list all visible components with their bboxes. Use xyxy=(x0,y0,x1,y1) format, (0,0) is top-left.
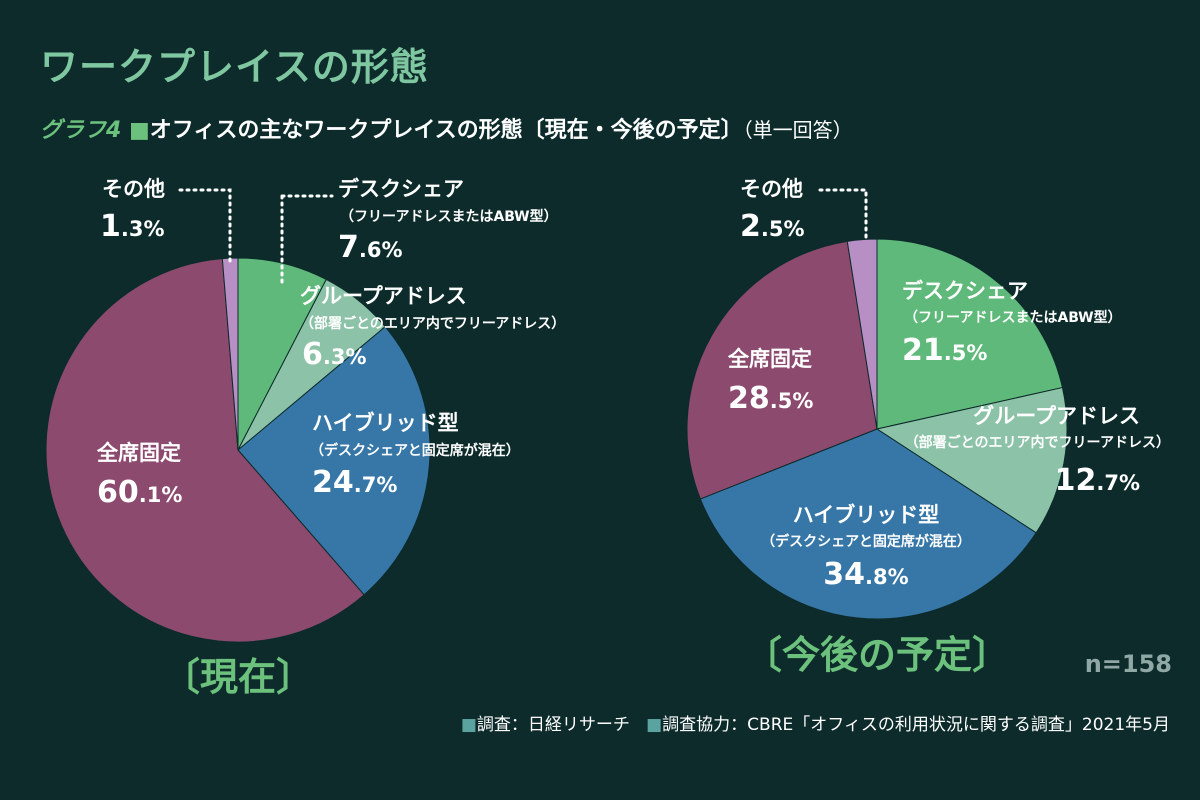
footer-square-icon: ■ xyxy=(460,715,477,735)
slice-hybrid xyxy=(237,325,431,596)
slice-name-label: 全席固定 xyxy=(727,347,812,371)
slice-value-label: 60.1% xyxy=(97,475,182,510)
slice-sub-label: （デスクシェアと固定席が混在） xyxy=(761,533,971,550)
pie-title: 〔現在〕 xyxy=(162,655,314,699)
slice-sub-label: （部署ごとのエリア内でフリーアドレス） xyxy=(300,315,565,332)
slice-sub-label: （フリーアドレスまたはABW型） xyxy=(340,208,558,225)
slice-value-label: 24.7% xyxy=(312,465,397,500)
slice-sub-label: （フリーアドレスまたはABW型） xyxy=(904,309,1122,326)
subtitle-note: （単一回答） xyxy=(742,118,853,142)
slice-other xyxy=(846,238,878,430)
footer-survey: 調査：日経リサーチ xyxy=(476,715,630,735)
slice-fixed-seats xyxy=(686,240,878,500)
slice-name-label: デスクシェア xyxy=(338,177,464,201)
slice-desk-share xyxy=(876,238,1064,430)
pie-chart-future: デスクシェア （フリーアドレスまたはABW型） 21.5% グループアドレス （部署ごと… xyxy=(686,177,1170,677)
slice-name-label: 全席固定 xyxy=(96,441,181,465)
footer-source: ■調査：日経リサーチ ■調査協力：CBRE「オフィスの利用状況に関する調査」20… xyxy=(461,710,1170,735)
leader-line xyxy=(818,188,868,244)
slice-group-address xyxy=(875,386,1068,534)
leader-line xyxy=(280,194,334,288)
slice-value-label: 6.3% xyxy=(302,337,367,372)
slice-name-label: デスクシェア xyxy=(902,279,1028,303)
footer-cooperation: 調査協力：CBRE「オフィスの利用状況に関する調査」2021年5月 xyxy=(662,715,1170,735)
slice-value-label: 7.6% xyxy=(338,230,403,265)
slice-value-label: 28.5% xyxy=(728,381,813,416)
slice-value-label: 12.7% xyxy=(1055,463,1140,498)
pie-chart-current: デスクシェア （フリーアドレスまたはABW型） 7.6% グループアドレス （部署ごとの… xyxy=(45,177,565,699)
graph-subtitle: グラフ4 ■オフィスの主なワークプレイスの形態〔現在・今後の予定〕（単一回答） xyxy=(40,112,853,144)
graph-number: グラフ4 xyxy=(40,118,122,143)
leader-line xyxy=(178,188,232,264)
slice-name-label: その他 xyxy=(102,177,165,201)
slice-value-label: 21.5% xyxy=(902,333,987,368)
slice-value-label: 1.3% xyxy=(100,209,165,244)
slice-fixed-seats xyxy=(45,258,365,643)
slice-sub-label: （デスクシェアと固定席が混在） xyxy=(310,442,520,459)
subtitle-text: オフィスの主なワークプレイスの形態〔現在・今後の予定〕 xyxy=(149,118,743,143)
slice-hybrid xyxy=(699,428,1037,620)
slice-name-label: ハイブリッド型 xyxy=(312,411,459,435)
slice-name-label: その他 xyxy=(740,177,803,201)
sample-size-label: n=158 xyxy=(1085,650,1172,678)
pie-title: 〔今後の予定〕 xyxy=(744,633,1010,677)
slice-value-label: 34.8% xyxy=(823,557,908,592)
slice-name-label: グループアドレス xyxy=(973,404,1140,428)
footer-square-icon-2: ■ xyxy=(646,715,663,735)
slice-name-label: ハイブリッド型 xyxy=(793,503,940,527)
page-title: ワークプレイスの形態 xyxy=(40,45,429,89)
slice-sub-label: （部署ごとのエリア内でフリーアドレス） xyxy=(905,434,1170,451)
slice-value-label: 2.5% xyxy=(740,209,805,244)
slice-name-label: グループアドレス xyxy=(300,284,467,308)
green-square-icon: ■ xyxy=(128,118,150,143)
